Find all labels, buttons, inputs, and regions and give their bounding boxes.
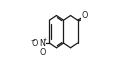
Text: −: − [30,37,35,42]
Text: N: N [39,39,45,48]
Text: O: O [39,48,45,57]
Text: O: O [32,39,38,48]
Text: O: O [82,11,88,20]
Text: +: + [42,37,46,42]
